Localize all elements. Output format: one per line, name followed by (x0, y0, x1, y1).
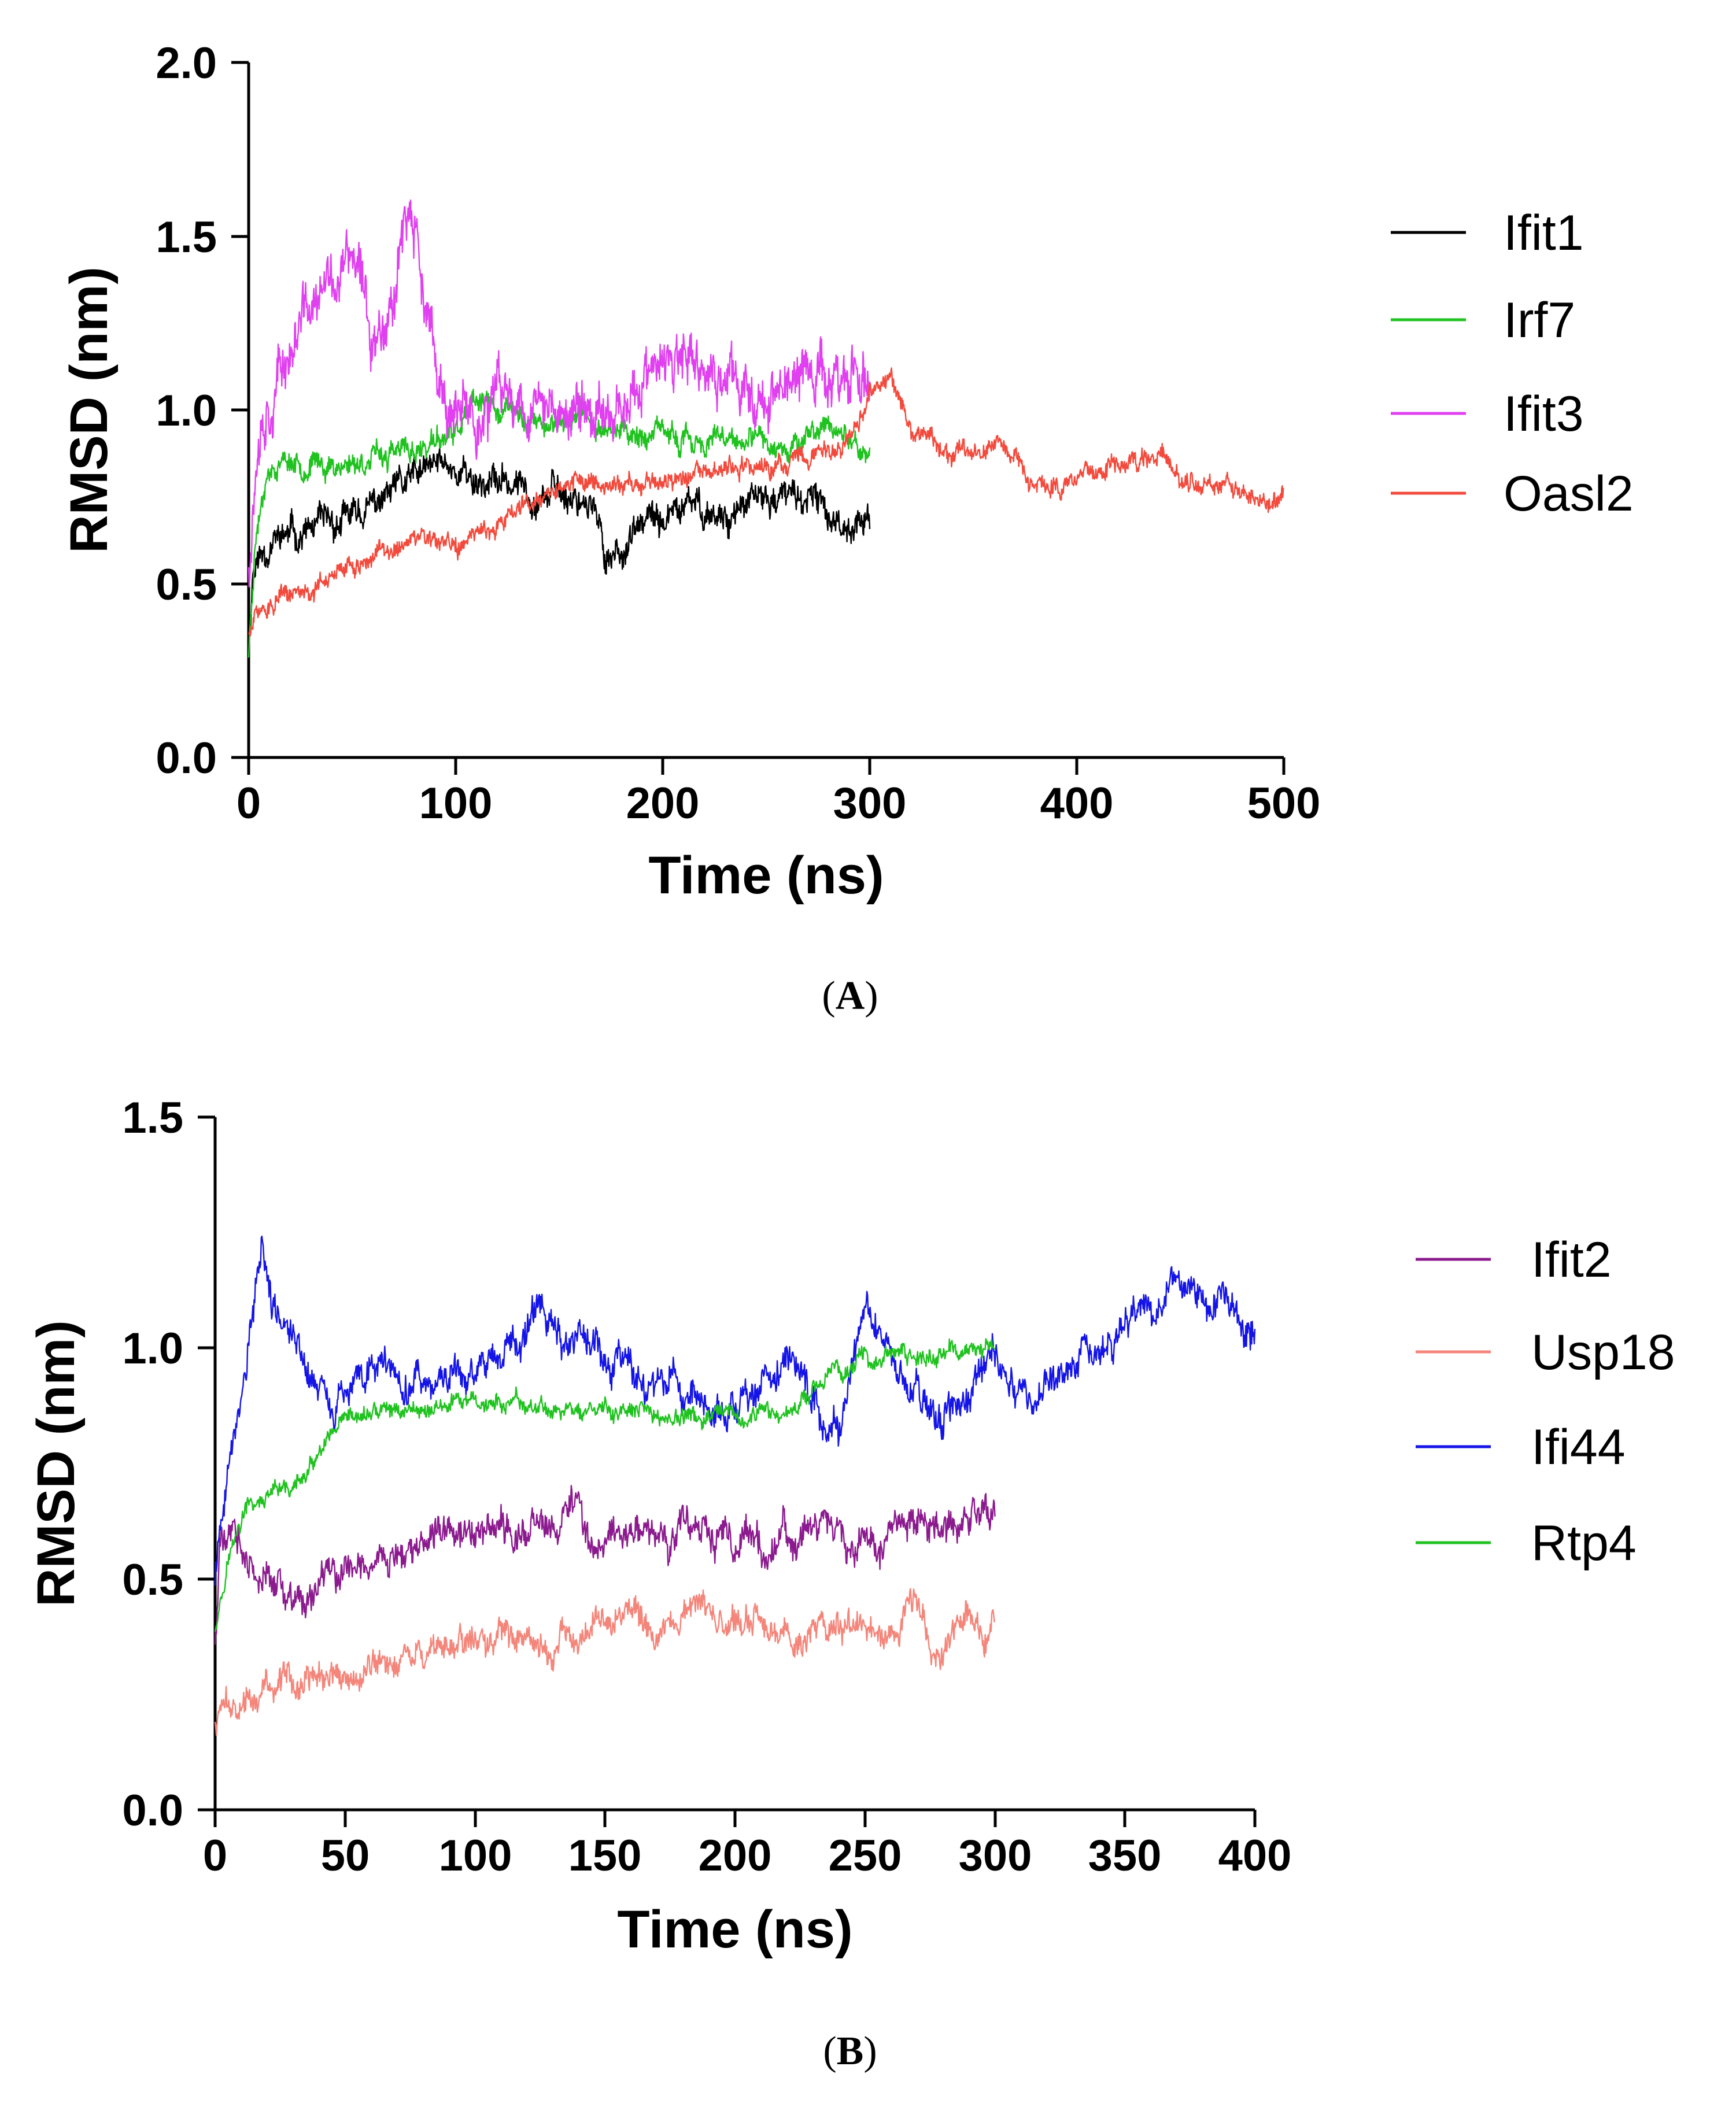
panel-a-legend: Ifit1 Irf7 Ifit3 Oasl2 (1391, 205, 1634, 522)
legend-label-ifit1: Ifit1 (1504, 205, 1584, 261)
panel-a-chart: 0.0 0.5 1.0 1.5 2.0 RMSD (nm) 0 100 200 … (60, 39, 1634, 1018)
panel-a-ytick-label: 1.5 (156, 213, 217, 262)
panel-a-xtick-label: 500 (1247, 779, 1321, 828)
panel-b-xtick-label: 350 (1088, 1831, 1162, 1880)
panel-b-x-axis: 0 50 100 150 200 250 300 350 400 Time (n… (203, 1808, 1292, 1959)
panel-b-ytick-label: 1.0 (122, 1324, 183, 1373)
legend-label-usp18: Usp18 (1531, 1325, 1675, 1380)
panel-a-y-axis: 0.0 0.5 1.0 1.5 2.0 RMSD (nm) (60, 39, 250, 783)
panel-b-chart: 0.0 0.5 1.0 1.5 RMSD (nm) 0 50 100 150 2… (27, 1093, 1675, 2073)
panel-b-caption-letter: B (837, 2029, 864, 2073)
legend-label-ifit3: Ifit3 (1504, 386, 1584, 442)
panel-b-ytick-label: 1.5 (122, 1093, 183, 1143)
panel-a-ytick-label: 2.0 (156, 39, 217, 88)
panel-a-xtick-label: 0 (237, 779, 261, 828)
panel-b-legend: Ifit2 Usp18 Ifi44 Rtp4 (1416, 1232, 1675, 1571)
panel-a-xtick-label: 300 (833, 779, 907, 828)
panel-b-ytick-label: 0.5 (122, 1555, 183, 1605)
legend-label-oasl2: Oasl2 (1504, 466, 1634, 522)
series-line-oasl2 (248, 367, 1284, 637)
panel-b-y-axis: 0.0 0.5 1.0 1.5 RMSD (nm) (27, 1093, 217, 1835)
series-line-usp18 (214, 1588, 996, 1736)
panel-b-y-axis-title: RMSD (nm) (27, 1320, 86, 1607)
panel-a-xtick-label: 100 (419, 779, 493, 828)
panel-a-ytick-label: 0.0 (156, 734, 217, 783)
series-line-rtp4 (214, 1338, 996, 1632)
panel-a-ytick-label: 0.5 (156, 560, 217, 609)
panel-a-x-axis: 0 100 200 300 400 500 Time (ns) (237, 756, 1321, 905)
series-line-ifit2 (214, 1485, 996, 1645)
panel-b-xtick-label: 0 (203, 1831, 227, 1880)
panel-a-ytick-label: 1.0 (156, 386, 217, 435)
panel-b-caption: (B) (823, 2029, 877, 2073)
panel-a-y-axis-title: RMSD (nm) (60, 267, 119, 553)
panel-a-caption-letter: A (836, 974, 865, 1018)
legend-label-ifit2: Ifit2 (1531, 1232, 1612, 1288)
series-line-ifit3 (248, 199, 871, 587)
panel-a-caption: (A) (822, 974, 878, 1018)
panel-a-x-axis-title: Time (ns) (648, 846, 884, 905)
panel-b-xtick-label: 400 (1218, 1831, 1292, 1880)
panel-b-xtick-label: 50 (321, 1831, 370, 1880)
legend-label-irf7: Irf7 (1504, 293, 1575, 348)
series-line-ifi44 (214, 1235, 1256, 1586)
legend-label-rtp4: Rtp4 (1531, 1515, 1637, 1571)
panel-b-xtick-label: 250 (829, 1831, 902, 1880)
panel-a-xtick-label: 200 (626, 779, 700, 828)
panel-b-xtick-label: 200 (699, 1831, 772, 1880)
panel-a-plot-area (248, 199, 1284, 661)
panel-b-x-axis-title: Time (ns) (617, 1900, 852, 1959)
panel-b-plot-area (214, 1235, 1256, 1736)
panel-a-xtick-label: 400 (1040, 779, 1114, 828)
panel-b-xtick-label: 100 (439, 1831, 512, 1880)
panel-b-xtick-label: 150 (568, 1831, 642, 1880)
panel-b-xtick-label: 300 (959, 1831, 1032, 1880)
series-line-ifit1 (248, 447, 871, 661)
legend-label-ifi44: Ifi44 (1531, 1420, 1626, 1475)
panel-b-ytick-label: 0.0 (122, 1786, 183, 1835)
